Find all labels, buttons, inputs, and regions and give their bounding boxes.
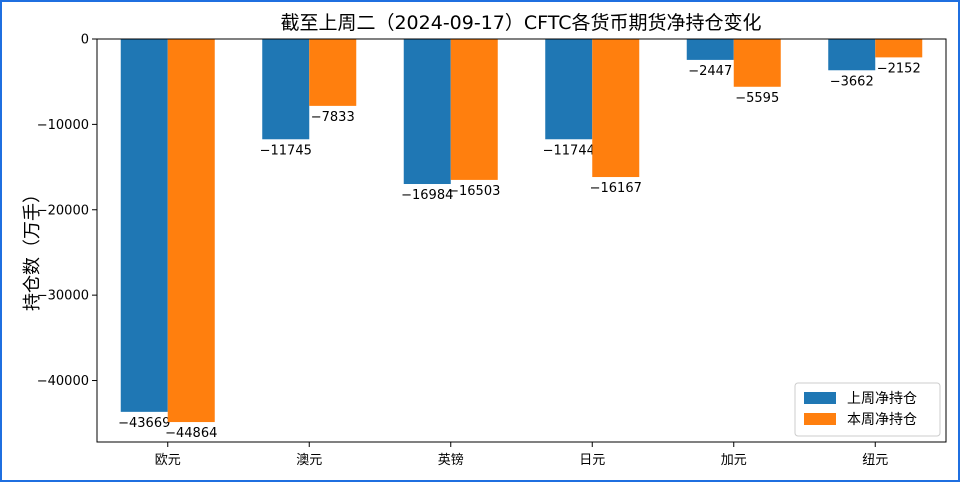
chart-title: 截至上周二（2024-09-17）CFTC各货币期货净持仓变化 — [280, 12, 761, 34]
data-label: −7833 — [311, 110, 355, 125]
bar — [875, 39, 923, 58]
bar — [262, 39, 310, 140]
y-tick-label: 0 — [81, 33, 89, 48]
x-tick-label: 日元 — [579, 453, 605, 468]
bar — [403, 39, 451, 185]
x-tick-label: 纽元 — [862, 453, 888, 468]
data-label: −44864 — [165, 426, 217, 441]
y-tick-label: −10000 — [37, 118, 89, 133]
y-tick-label: −40000 — [37, 374, 89, 389]
data-label: −2447 — [688, 64, 732, 79]
x-tick-label: 英镑 — [438, 452, 464, 468]
legend-label: 本周净持仓 — [847, 412, 917, 428]
bar — [592, 39, 640, 178]
data-label: −16167 — [590, 181, 642, 196]
data-label: −3662 — [830, 74, 874, 89]
y-tick-label: −30000 — [37, 289, 89, 304]
data-label: −16984 — [401, 188, 453, 203]
data-label: −11744 — [543, 143, 595, 158]
plot-area: 0 −10000 −20000 −30000 −40000 欧元 −43669−44864 澳… — [37, 33, 947, 468]
x-tick-label: 澳元 — [296, 452, 322, 468]
bar — [733, 39, 781, 87]
bar — [167, 39, 215, 423]
data-label: −5595 — [735, 91, 779, 106]
bar — [686, 39, 734, 60]
legend-swatch — [804, 392, 836, 404]
data-label: −11745 — [260, 143, 312, 158]
data-label: −2152 — [877, 61, 921, 76]
legend-swatch — [804, 413, 836, 425]
data-label: −16503 — [448, 184, 500, 199]
legend-label: 上周净持仓 — [847, 391, 917, 407]
bar — [828, 39, 876, 71]
x-tick-label: 加元 — [721, 453, 747, 468]
bar — [450, 39, 498, 180]
bar — [309, 39, 357, 106]
bar — [120, 39, 168, 412]
x-tick-label: 欧元 — [155, 453, 181, 468]
y-tick-label: −20000 — [37, 203, 89, 218]
data-label: −43669 — [118, 416, 170, 431]
y-axis-label: 持仓数（万手） — [22, 185, 43, 311]
bar — [545, 39, 593, 140]
axes-frame — [96, 38, 947, 443]
